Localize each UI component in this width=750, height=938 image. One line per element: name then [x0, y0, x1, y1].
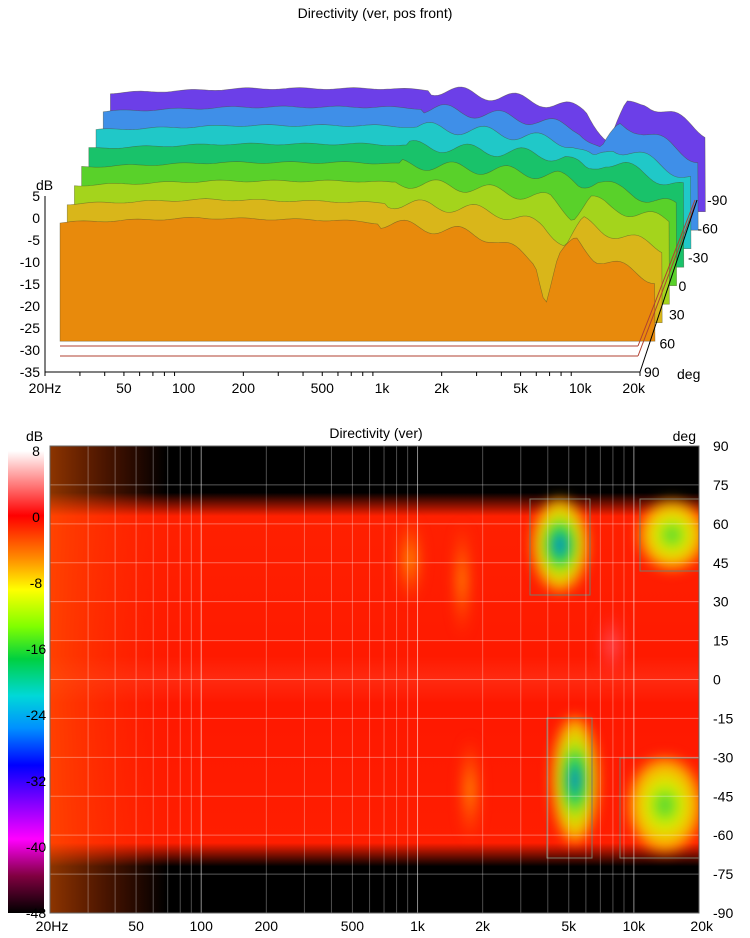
- waterfall-z-tick-label: -90: [707, 192, 727, 208]
- heatmap-y-ticks: 90 75 60 45 30 15 0 -15 -30 -45 -60 -75 -90: [713, 438, 733, 921]
- heatmap-hotspot: [550, 712, 600, 848]
- heatmap-colorbar-tick-label: -8: [30, 575, 43, 591]
- waterfall-layers: [59, 86, 706, 342]
- heatmap-hotspot: [625, 753, 699, 857]
- heatmap-y-tick-label: -90: [713, 905, 733, 921]
- waterfall-x-tick-label: 20k: [622, 380, 646, 396]
- waterfall-y-tick-label: -35: [20, 364, 40, 380]
- waterfall-y-ticks: 5 0 -5 -10 -15 -20 -25 -30 -35: [20, 188, 40, 380]
- heatmap-colorbar: [8, 451, 44, 913]
- waterfall-z-tick-label: -60: [698, 221, 718, 237]
- heatmap-chart: Directivity (ver) dB deg 8 0 -8 -16 -24 -32 -4…: [8, 425, 733, 934]
- heatmap-y-tick-label: -75: [713, 866, 733, 882]
- heatmap-y-tick-label: 90: [713, 438, 729, 454]
- heatmap-hotspot: [596, 607, 628, 683]
- heatmap-x-tick-label: 2k: [475, 918, 491, 934]
- waterfall-z-tick-label: 60: [660, 335, 676, 351]
- waterfall-y-tick-label: -20: [20, 298, 40, 314]
- waterfall-y-tick-label: 5: [32, 188, 40, 204]
- waterfall-floor: [60, 199, 696, 357]
- waterfall-x-tick-label: 500: [311, 380, 335, 396]
- heatmap-x-ticks: 20Hz 50 100 200 500 1k 2k 5k 10k 20k: [36, 918, 714, 934]
- heatmap-colorbar-tick-label: -48: [26, 905, 46, 921]
- heatmap-colorbar-tick-label: 8: [32, 443, 40, 459]
- heatmap-plot-area: [50, 446, 699, 913]
- heatmap-colorbar-tick-label: -32: [26, 773, 46, 789]
- waterfall-x-tick-label: 2k: [434, 380, 450, 396]
- waterfall-x-tick-label: 100: [172, 380, 196, 396]
- heatmap-title: Directivity (ver): [329, 425, 422, 441]
- heatmap-y-tick-label: -45: [713, 788, 733, 804]
- heatmap-y-tick-label: 60: [713, 516, 729, 532]
- heatmap-hotspot: [452, 520, 472, 640]
- waterfall-x-tick-label: 20Hz: [29, 380, 62, 396]
- heatmap-x-tick-label: 10k: [623, 918, 647, 934]
- heatmap-y-tick-label: 75: [713, 477, 729, 493]
- heatmap-y-tick-label: 45: [713, 555, 729, 571]
- waterfall-x-ticks: 20Hz 50 100 200 500 1k 2k 5k 10k 20k: [29, 372, 646, 396]
- waterfall-x-tick-label: 10k: [569, 380, 593, 396]
- heatmap-x-tick-label: 200: [255, 918, 279, 934]
- waterfall-title: Directivity (ver, pos front): [298, 5, 453, 21]
- heatmap-x-tick-label: 5k: [561, 918, 577, 934]
- heatmap-x-tick-label: 1k: [410, 918, 426, 934]
- heatmap-x-tick-label: 100: [190, 918, 214, 934]
- waterfall-y-tick-label: -30: [20, 342, 40, 358]
- heatmap-x-tick-label: 50: [128, 918, 144, 934]
- heatmap-y-tick-label: -30: [713, 749, 733, 765]
- waterfall-y-tick-label: -5: [28, 232, 41, 248]
- heatmap-colorbar-ticks: 8 0 -8 -16 -24 -32 -40 -48: [26, 443, 46, 921]
- heatmap-colorbar-tick-label: 0: [32, 509, 40, 525]
- waterfall-x-tick-label: 50: [116, 380, 132, 396]
- heatmap-colorbar-label: dB: [26, 428, 43, 444]
- heatmap-hotspot: [530, 495, 590, 595]
- heatmap-colorbar-tick-label: -40: [26, 839, 46, 855]
- heatmap-y-tick-label: 0: [713, 672, 721, 688]
- waterfall-x-tick-label: 5k: [513, 380, 529, 396]
- waterfall-layer: [59, 217, 656, 342]
- heatmap-y-tick-label: 30: [713, 594, 729, 610]
- heatmap-y-label: deg: [673, 428, 696, 444]
- heatmap-hotspot: [636, 497, 699, 573]
- waterfall-y-tick-label: -10: [20, 254, 40, 270]
- waterfall-chart: Directivity (ver, pos front) dB 50-5-10-…: [20, 5, 728, 396]
- heatmap-colorbar-tick-label: -24: [26, 707, 46, 723]
- waterfall-z-tick-label: 90: [644, 364, 660, 380]
- waterfall-y-label: dB: [36, 177, 53, 193]
- heatmap-y-tick-label: 15: [713, 633, 729, 649]
- waterfall-z-tick-label: -30: [688, 249, 708, 265]
- heatmap-x-tick-label: 20Hz: [36, 918, 69, 934]
- waterfall-z-tick-label: 0: [679, 278, 687, 294]
- waterfall-x-tick-label: 200: [232, 380, 256, 396]
- heatmap-x-tick-label: 500: [341, 918, 365, 934]
- waterfall-z-axis: [639, 199, 698, 373]
- waterfall-y-tick-label: -25: [20, 320, 40, 336]
- heatmap-hotspot: [396, 515, 424, 605]
- heatmap-hotspot: [458, 735, 482, 845]
- heatmap-grid: [50, 446, 699, 913]
- heatmap-x-tick-label: 20k: [690, 918, 714, 934]
- waterfall-y-tick-label: -15: [20, 276, 40, 292]
- waterfall-y-tick-label: 0: [32, 210, 40, 226]
- waterfall-z-tick-label: 30: [669, 307, 685, 323]
- heatmap-y-tick-label: -15: [713, 710, 733, 726]
- waterfall-x-tick-label: 1k: [375, 380, 391, 396]
- waterfall-z-label: deg: [677, 366, 700, 382]
- heatmap-y-tick-label: -60: [713, 827, 733, 843]
- heatmap-colorbar-tick-label: -16: [26, 641, 46, 657]
